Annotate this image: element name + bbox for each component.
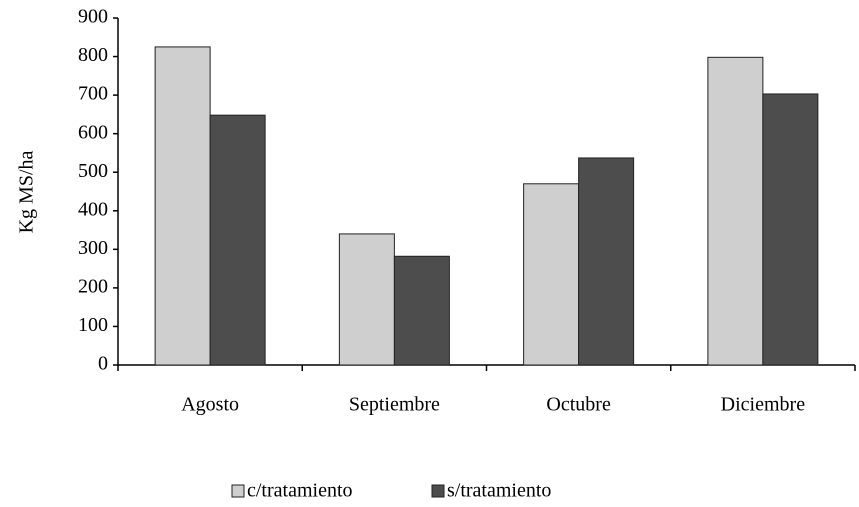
y-tick-label: 900	[78, 6, 108, 28]
y-tick-label: 600	[78, 121, 108, 143]
bar	[209, 114, 266, 366]
legend-label: c/tratamiento	[247, 480, 353, 502]
y-tick-label: 700	[78, 83, 108, 105]
legend-swatch	[431, 484, 445, 498]
x-tick-label: Diciembre	[721, 394, 806, 416]
y-tick-label: 200	[78, 275, 108, 297]
bar	[338, 233, 395, 366]
y-tick-label: 400	[78, 198, 108, 220]
y-tick-label: 0	[98, 353, 108, 375]
x-tick-label: Octubre	[546, 394, 611, 416]
bar	[762, 93, 819, 366]
legend-swatch	[231, 484, 245, 498]
x-tick-label: Septiembre	[349, 394, 440, 416]
y-axis-label: Kg MS/ha	[16, 150, 38, 233]
bar	[578, 157, 635, 366]
y-tick-label: 300	[78, 237, 108, 259]
y-tick-label: 800	[78, 44, 108, 66]
legend-label: s/tratamiento	[447, 480, 551, 502]
x-tick-label: Agosto	[181, 394, 239, 416]
bar	[523, 183, 580, 366]
y-tick-label: 100	[78, 314, 108, 336]
bar	[707, 56, 764, 366]
y-tick-label: 500	[78, 160, 108, 182]
bar	[154, 46, 211, 366]
bar	[393, 255, 450, 366]
